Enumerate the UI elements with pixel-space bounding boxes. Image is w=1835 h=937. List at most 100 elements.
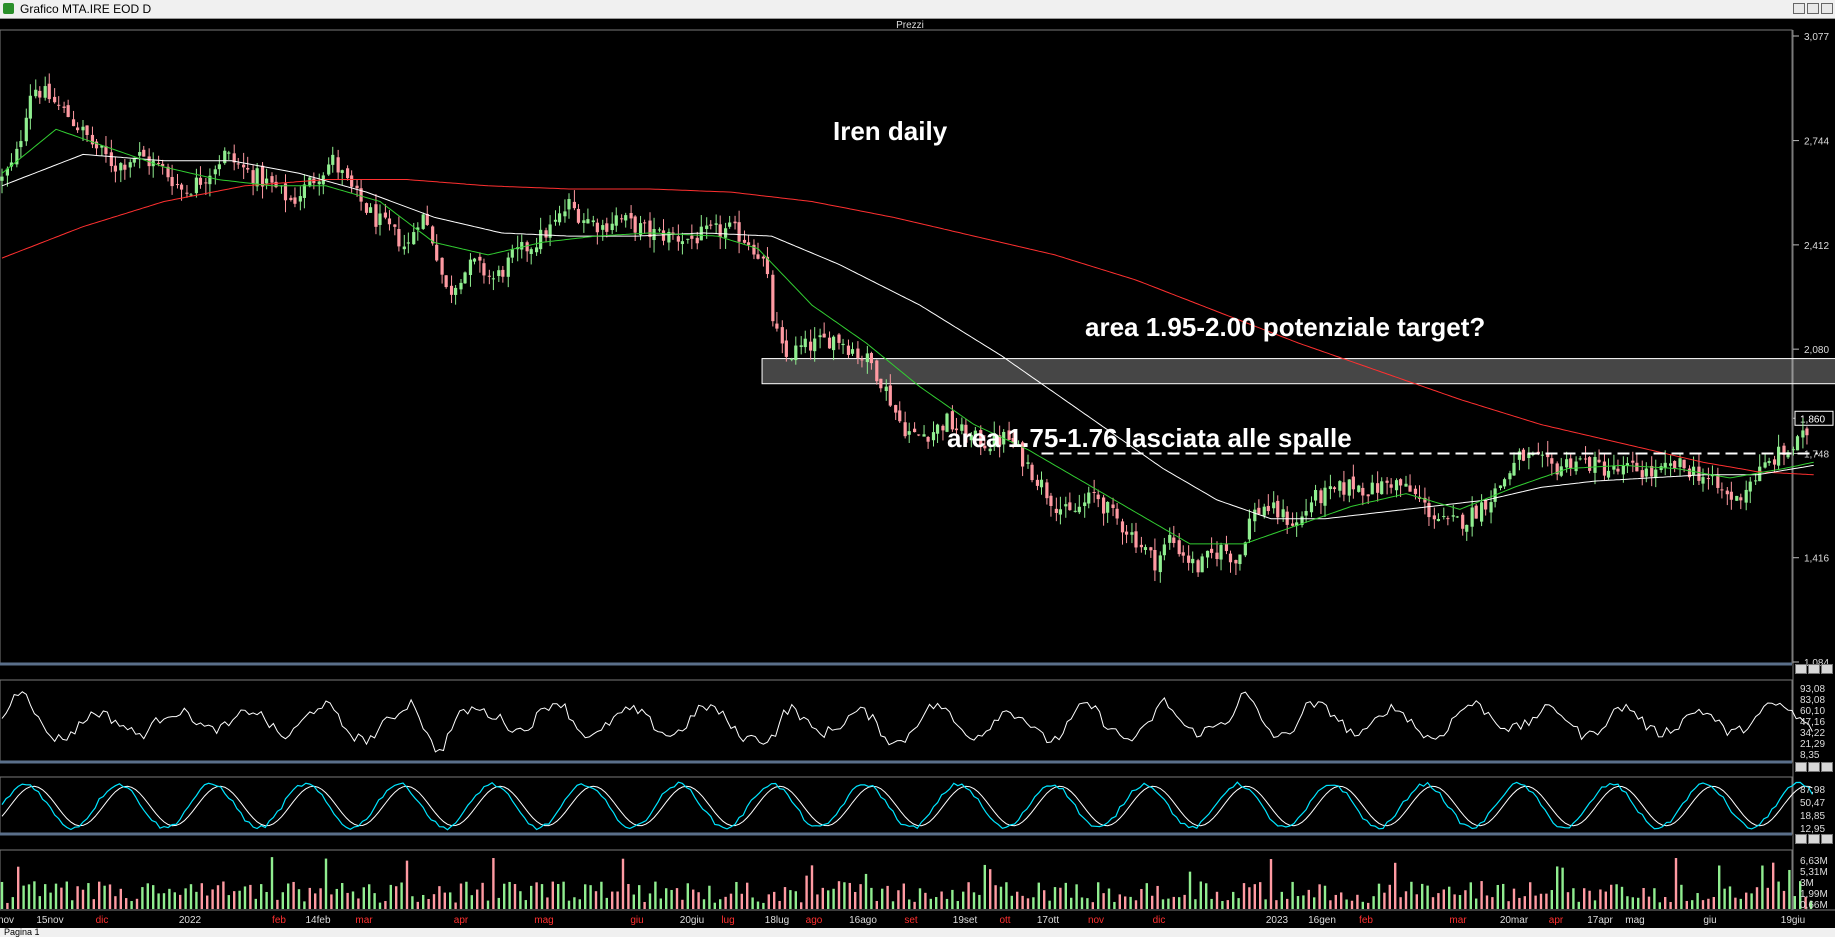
candle-body bbox=[34, 89, 38, 97]
candle-body bbox=[1791, 449, 1796, 451]
volume-bar bbox=[983, 864, 986, 909]
candle-body bbox=[85, 125, 89, 136]
candle-body bbox=[756, 254, 760, 259]
oscillator-axis-label: 21,29 bbox=[1800, 739, 1825, 750]
volume-bar bbox=[351, 891, 355, 909]
candle-body bbox=[1446, 518, 1450, 520]
minimize-button[interactable] bbox=[1793, 3, 1805, 14]
volume-bar bbox=[1291, 881, 1294, 909]
candle-body bbox=[94, 141, 99, 149]
candle-body bbox=[582, 220, 586, 223]
candle-body bbox=[780, 327, 784, 344]
volume-bar bbox=[76, 886, 79, 909]
candle-body bbox=[406, 242, 410, 244]
stochastic-axis-label: 50,47 bbox=[1800, 798, 1825, 809]
volume-bar bbox=[260, 884, 263, 909]
panel-close-button[interactable] bbox=[1821, 834, 1833, 844]
volume-bar bbox=[1696, 893, 1699, 909]
candle-body bbox=[1130, 532, 1134, 535]
volume-bar bbox=[648, 893, 652, 909]
volume-bar bbox=[60, 887, 63, 909]
candle-body bbox=[1205, 550, 1210, 558]
volume-bar bbox=[1610, 884, 1613, 909]
candle-body bbox=[1669, 463, 1673, 466]
candle-body bbox=[1631, 460, 1635, 463]
close-button[interactable] bbox=[1821, 3, 1833, 14]
status-bar: Pagina 1 bbox=[0, 928, 1835, 937]
x-axis-label: 18lug bbox=[765, 915, 789, 926]
x-axis-label: 2022 bbox=[179, 915, 202, 926]
volume-bar bbox=[141, 887, 144, 909]
maximize-button[interactable] bbox=[1807, 3, 1819, 14]
volume-bar bbox=[287, 883, 290, 909]
ma-medium-line bbox=[1, 153, 1814, 520]
candle-body bbox=[1134, 531, 1138, 548]
panel-maximize-button[interactable] bbox=[1808, 664, 1820, 674]
volume-bar bbox=[103, 885, 106, 909]
candle-body bbox=[166, 166, 170, 178]
volume-bar bbox=[233, 891, 236, 909]
volume-bar bbox=[1745, 892, 1748, 909]
volume-bar bbox=[756, 901, 760, 909]
candle-body bbox=[1196, 560, 1200, 573]
volume-bar bbox=[1518, 897, 1521, 909]
candle-body bbox=[1578, 458, 1582, 460]
candle-body bbox=[992, 433, 996, 447]
volume-bar bbox=[71, 900, 74, 909]
volume-bar bbox=[1053, 887, 1057, 909]
volume-bar bbox=[476, 889, 479, 909]
candle-body bbox=[1342, 482, 1346, 495]
x-axis-label: mag bbox=[1625, 915, 1644, 926]
panel-minimize-button[interactable] bbox=[1795, 834, 1807, 844]
candle-body bbox=[1616, 468, 1620, 472]
candle-body bbox=[1102, 497, 1106, 514]
volume-bar bbox=[1674, 858, 1678, 909]
candle-body bbox=[1744, 489, 1748, 503]
candle-body bbox=[1338, 481, 1342, 491]
candle-body bbox=[633, 216, 637, 233]
x-axis-label: feb bbox=[272, 915, 286, 926]
candle-body bbox=[865, 353, 869, 363]
volume-bar bbox=[1323, 885, 1327, 909]
candle-body bbox=[898, 410, 902, 422]
candle-body bbox=[223, 150, 227, 164]
price-axis-label: 2,412 bbox=[1804, 241, 1829, 252]
candle-body bbox=[1701, 477, 1705, 484]
volume-bar bbox=[1329, 900, 1332, 909]
candle-body bbox=[175, 184, 180, 186]
panel-maximize-button[interactable] bbox=[1808, 762, 1820, 772]
current-price-label: 1,860 bbox=[1800, 414, 1825, 425]
panel-minimize-button[interactable] bbox=[1795, 762, 1807, 772]
page-tab[interactable]: Pagina 1 bbox=[4, 927, 40, 937]
candle-body bbox=[1442, 516, 1446, 518]
volume-bar bbox=[481, 882, 484, 909]
panel-close-button[interactable] bbox=[1821, 762, 1833, 772]
candle-body bbox=[888, 385, 892, 406]
candle-body bbox=[850, 349, 855, 354]
candle-body bbox=[123, 164, 127, 170]
candle-body bbox=[1021, 442, 1025, 467]
volume-bar bbox=[200, 883, 203, 909]
volume-bar bbox=[492, 858, 495, 909]
volume-bar bbox=[1118, 894, 1121, 909]
price-axis-label: 3,077 bbox=[1804, 32, 1829, 43]
volume-bar bbox=[98, 881, 101, 909]
volume-bar bbox=[881, 888, 884, 909]
volume-bar bbox=[1615, 884, 1618, 909]
candle-body bbox=[803, 338, 807, 348]
x-axis-label: apr bbox=[454, 915, 469, 926]
volume-bar bbox=[978, 894, 981, 909]
panel-minimize-button[interactable] bbox=[1795, 664, 1807, 674]
candle-body bbox=[1480, 502, 1484, 522]
candle-body bbox=[1644, 468, 1648, 477]
candle-body bbox=[90, 134, 95, 145]
candle-body bbox=[535, 247, 539, 253]
x-axis-label: 20mar bbox=[1500, 915, 1529, 926]
volume-bar bbox=[1156, 885, 1159, 909]
panel-maximize-button[interactable] bbox=[1808, 834, 1820, 844]
panel-close-button[interactable] bbox=[1821, 664, 1833, 674]
volume-bar bbox=[114, 896, 117, 909]
candle-body bbox=[1795, 436, 1800, 451]
